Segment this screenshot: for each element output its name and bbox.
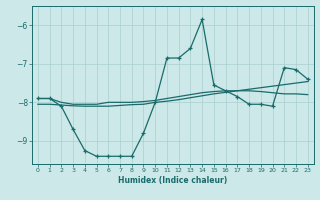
X-axis label: Humidex (Indice chaleur): Humidex (Indice chaleur)	[118, 176, 228, 185]
